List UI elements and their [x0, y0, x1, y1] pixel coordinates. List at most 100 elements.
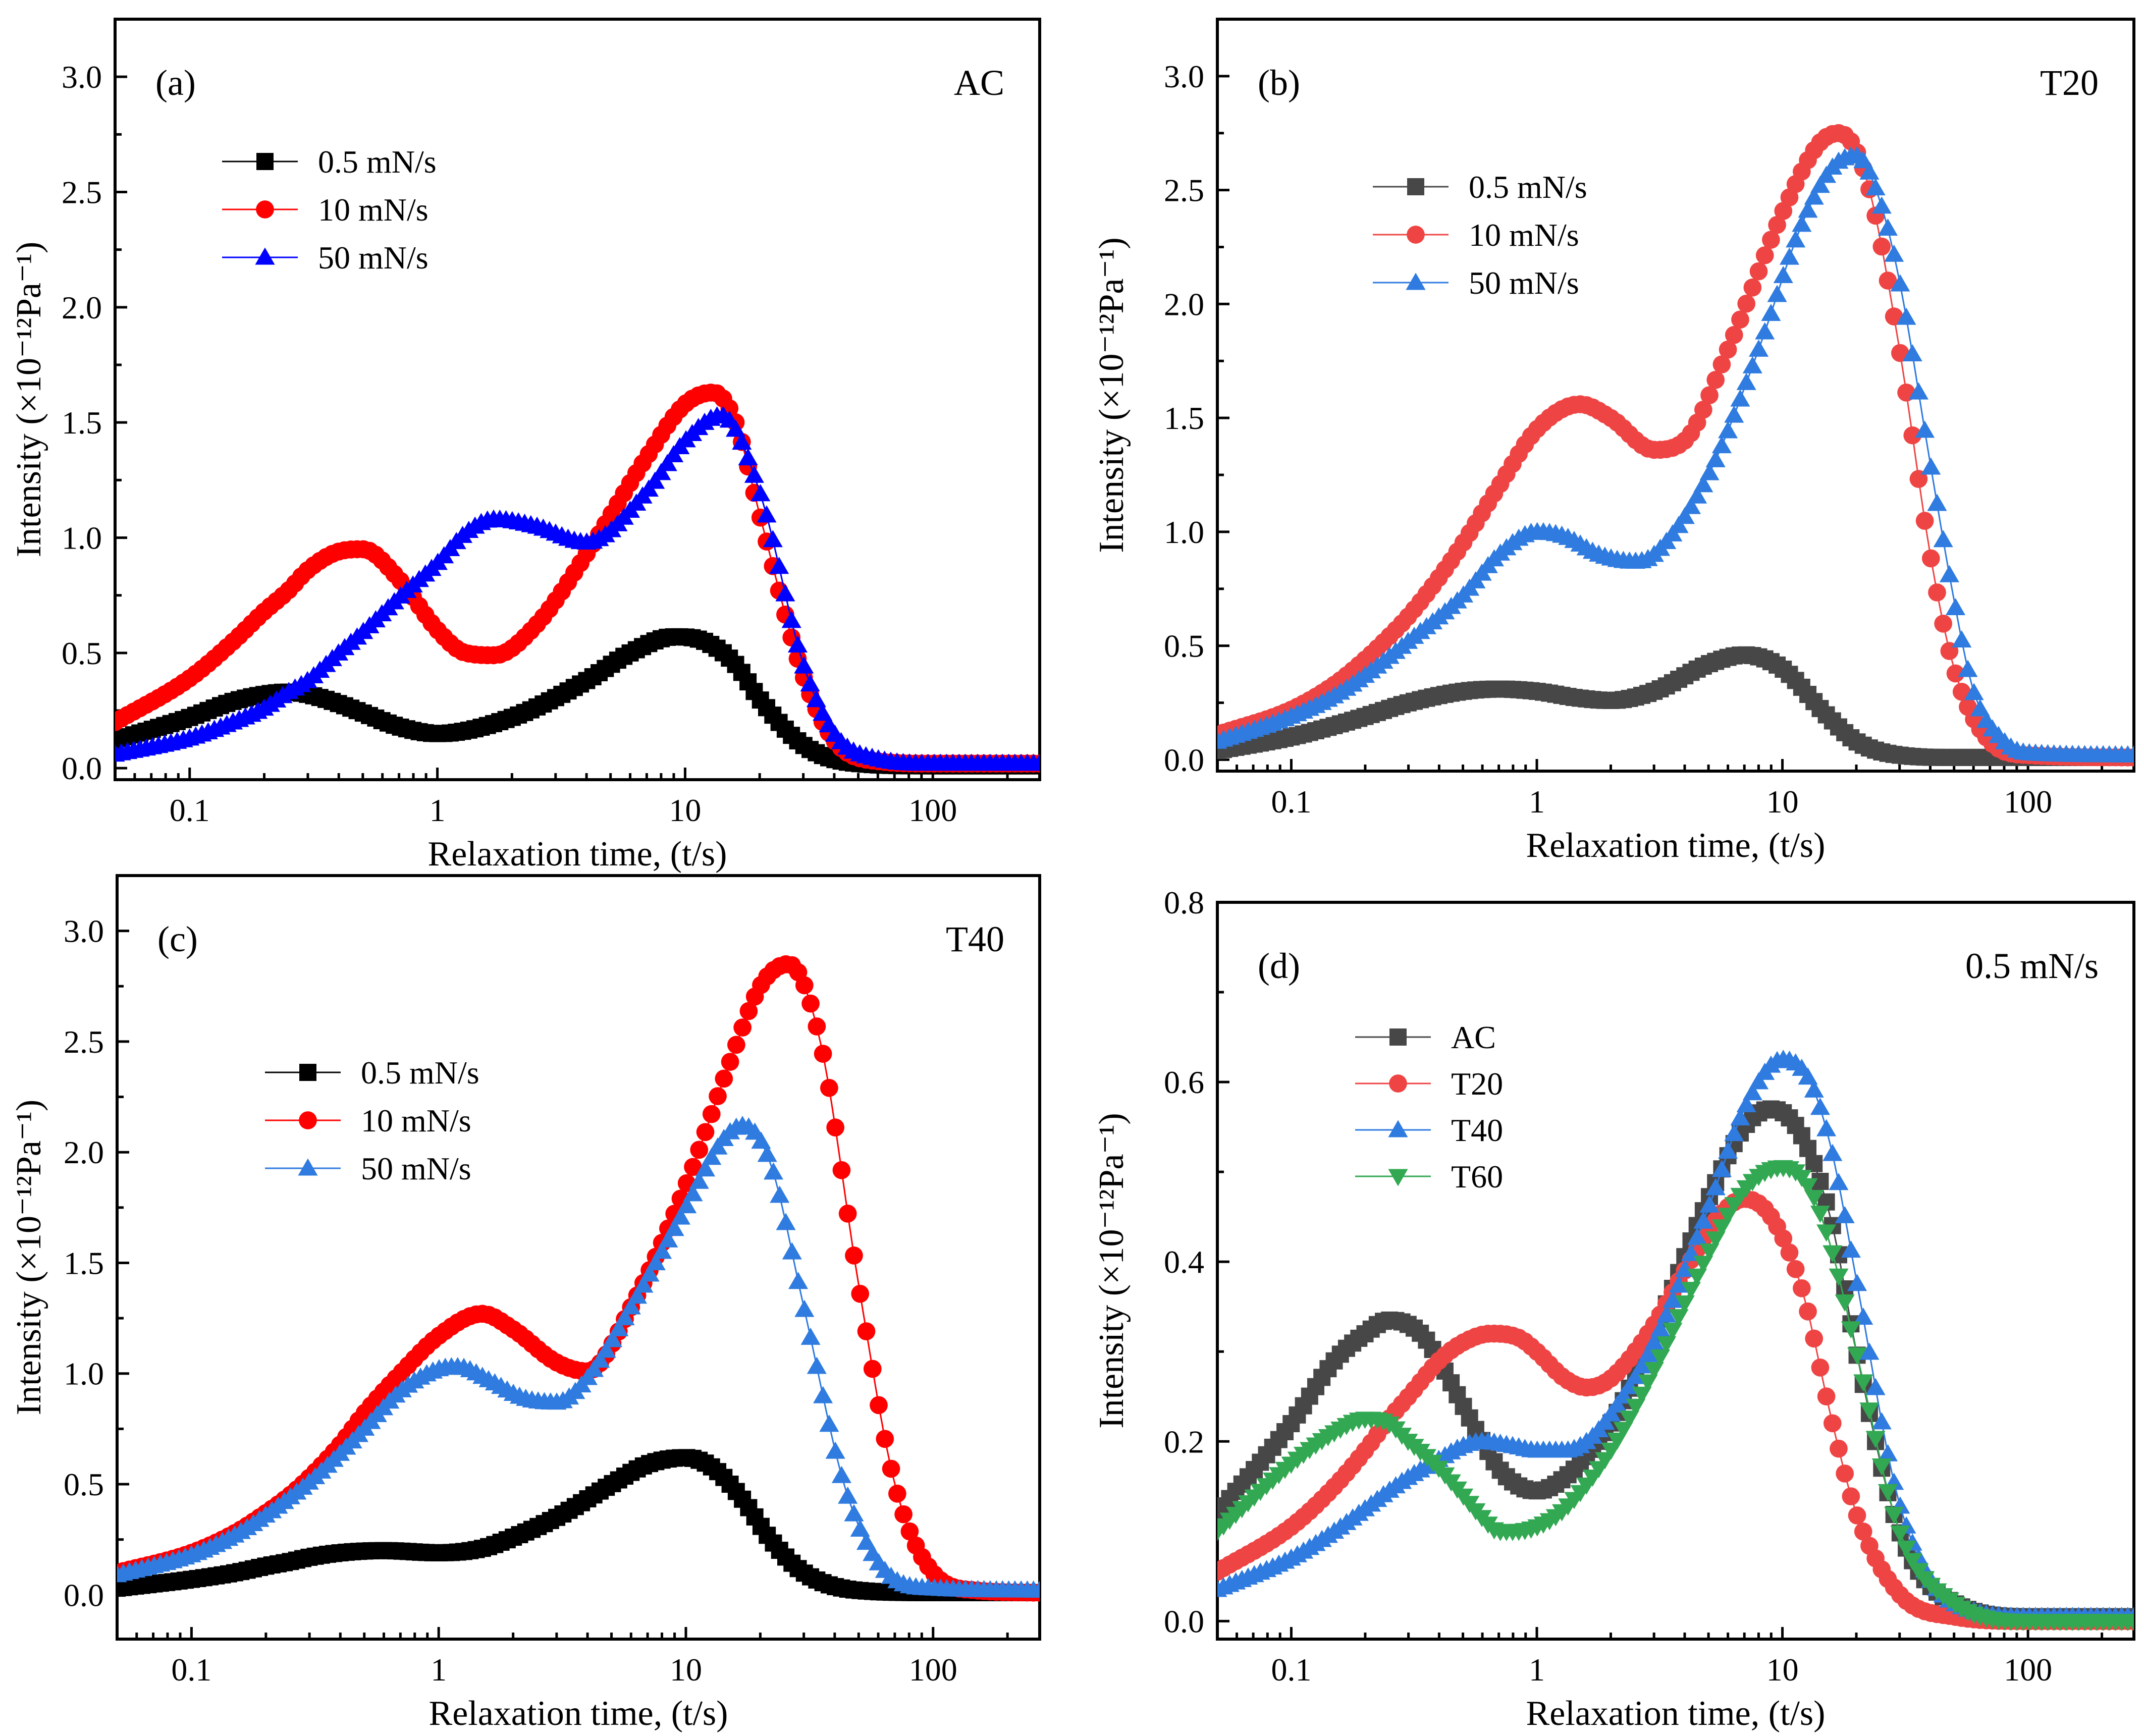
data-point — [1829, 1268, 1849, 1286]
data-point — [1853, 151, 1873, 169]
data-point — [1939, 565, 1959, 582]
data-point — [1865, 178, 1886, 196]
data-point — [876, 1430, 894, 1448]
panel-label: (c) — [157, 919, 198, 959]
data-point — [1903, 426, 1922, 445]
data-point — [1730, 389, 1750, 407]
legend-label: 0.5 mN/s — [361, 1055, 479, 1091]
y-tick-label: 0.5 — [62, 635, 102, 671]
data-point — [894, 1505, 913, 1524]
data-point — [1743, 278, 1762, 297]
data-point — [1921, 549, 1940, 568]
panel-title: AC — [954, 63, 1004, 103]
y-tick-label: 2.0 — [1164, 286, 1204, 322]
data-point — [1810, 1098, 1830, 1115]
legend-item: 10 mN/s — [222, 192, 428, 228]
y-tick-label: 2.0 — [64, 1134, 104, 1170]
data-point — [1848, 1506, 1866, 1525]
y-tick-label: 1.0 — [62, 520, 102, 556]
data-point — [882, 1459, 900, 1478]
data-point — [1687, 1227, 1707, 1245]
data-point — [1675, 1295, 1695, 1313]
data-point — [652, 1241, 672, 1259]
data-point — [1902, 344, 1922, 362]
data-point — [1694, 401, 1712, 419]
y-tick-label: 0.0 — [62, 750, 102, 786]
legend-item: 50 mN/s — [265, 1151, 471, 1186]
legend-marker — [1406, 273, 1426, 290]
series-50-mn-s — [1217, 146, 2134, 763]
legend-marker — [256, 200, 274, 219]
data-point — [646, 1253, 666, 1271]
data-point — [1762, 231, 1780, 249]
data-point — [727, 1036, 745, 1054]
data-point — [1896, 1540, 1916, 1558]
x-tick-label: 0.1 — [1271, 1652, 1311, 1688]
y-tick-label: 3.0 — [64, 913, 104, 949]
data-point — [1946, 598, 1966, 616]
data-point — [1755, 322, 1775, 340]
data-point — [1878, 1444, 1898, 1461]
data-point — [1810, 1206, 1830, 1223]
data-point — [1805, 1329, 1824, 1348]
data-point — [1773, 266, 1793, 284]
legend-label: 0.5 mN/s — [318, 144, 437, 180]
panel-c: 0.0 0.5 1.0 1.5 2.0 2.5 3.0 0.1 1 10 100 Relaxation… — [10, 874, 1041, 1733]
data-point — [781, 611, 801, 628]
data-point — [1705, 450, 1726, 467]
x-axis-label: Relaxation time, (t/s) — [428, 835, 727, 874]
series-ac — [1217, 1100, 2134, 1625]
data-point — [825, 1441, 845, 1459]
data-point — [733, 1018, 752, 1037]
y-tick-label: 1.0 — [64, 1356, 104, 1392]
data-point — [1878, 1484, 1898, 1501]
data-point — [1946, 664, 1965, 683]
data-point — [1799, 1302, 1817, 1321]
data-point — [1675, 507, 1695, 524]
series-50-mn-s — [115, 406, 1040, 771]
data-point — [1921, 457, 1941, 475]
data-point — [856, 1533, 877, 1550]
y-tick-label: 0.2 — [1164, 1424, 1204, 1459]
data-point — [1774, 1229, 1793, 1247]
x-tick-label: 0.1 — [170, 792, 210, 828]
data-point — [1799, 1140, 1817, 1157]
data-point — [1711, 436, 1732, 454]
data-point — [1755, 246, 1774, 264]
data-point — [1896, 307, 1916, 325]
data-point — [725, 419, 746, 437]
data-point — [1804, 187, 1824, 205]
data-point — [813, 703, 833, 721]
plot-frame — [116, 874, 1041, 1641]
x-axis-label: Relaxation time, (t/s) — [1526, 826, 1826, 865]
data-point — [1712, 355, 1731, 373]
data-point — [1927, 494, 1947, 511]
legend: 0.5 mN/s 10 mN/s 50 mN/s — [222, 144, 437, 276]
data-point — [664, 1219, 684, 1236]
legend-label: 50 mN/s — [361, 1151, 471, 1186]
data-point — [1854, 1523, 1872, 1541]
data-point — [808, 1017, 826, 1036]
panel-label: (a) — [155, 63, 196, 103]
series-t20 — [1217, 1189, 2134, 1631]
data-point — [801, 994, 820, 1013]
y-tick-label: 2.0 — [62, 290, 102, 326]
data-point — [1607, 1395, 1627, 1413]
data-point — [1933, 530, 1953, 548]
legend-marker — [1407, 178, 1424, 195]
legend-marker — [1389, 1028, 1407, 1046]
data-point — [1908, 382, 1928, 400]
panel-title: 0.5 mN/s — [1965, 946, 2099, 986]
data-point — [1669, 516, 1689, 533]
data-point — [1865, 1431, 1886, 1448]
data-point — [744, 465, 764, 483]
data-point — [1841, 1240, 1861, 1258]
data-point — [794, 1299, 815, 1317]
data-point — [732, 432, 752, 450]
data-point — [863, 1360, 882, 1378]
y-tick-label: 3.0 — [1164, 59, 1204, 94]
data-point — [1829, 1173, 1849, 1190]
data-point — [651, 463, 671, 480]
data-point — [1871, 1412, 1892, 1430]
data-point — [2124, 1613, 2134, 1631]
